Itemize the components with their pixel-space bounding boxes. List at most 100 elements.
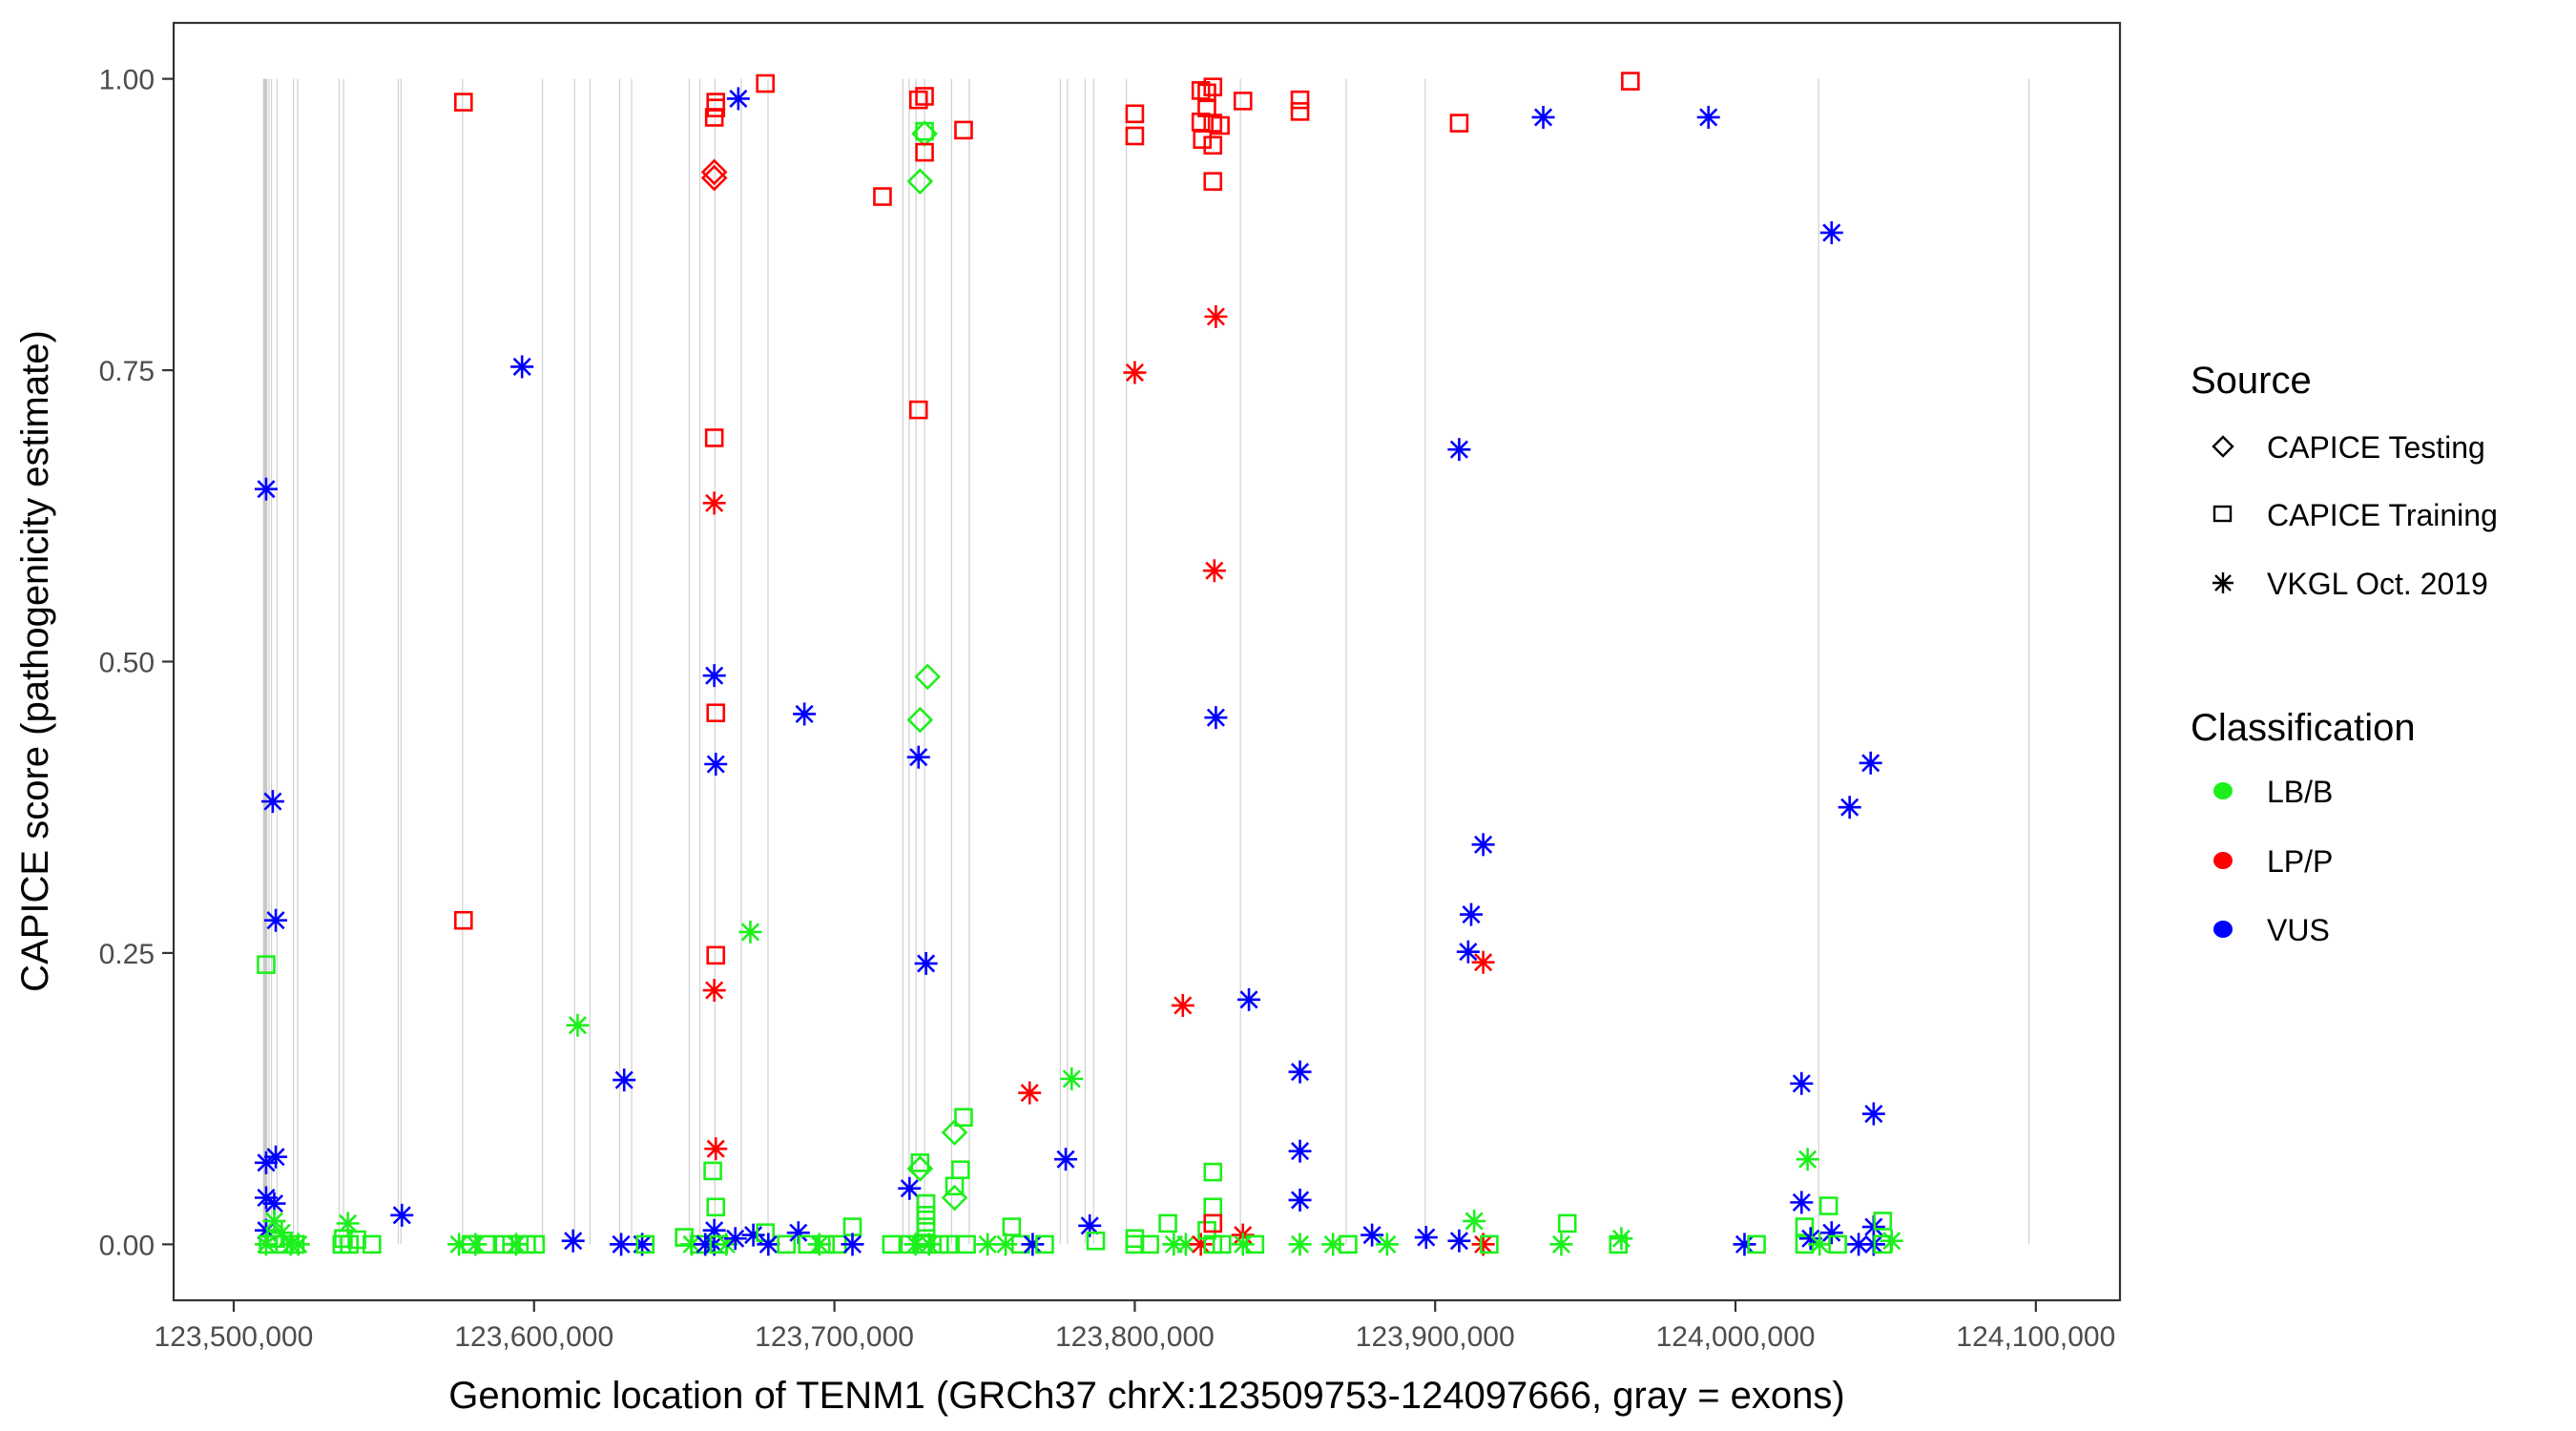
- point-capice-training: [816, 1234, 835, 1255]
- point-capice-training: [1480, 1234, 1499, 1255]
- point-vkgl: [1231, 1233, 1255, 1256]
- legend-title-source: Source: [2191, 360, 2312, 402]
- point-capice-training: [1795, 1217, 1815, 1236]
- point-vkgl: [262, 1209, 286, 1233]
- point-capice-training: [1125, 126, 1145, 146]
- exon-band: [271, 78, 273, 1245]
- point-vkgl: [841, 1233, 864, 1256]
- exon-band: [908, 78, 910, 1245]
- point-capice-training: [706, 703, 726, 723]
- point-vkgl: [1447, 1229, 1471, 1253]
- exon-band: [631, 78, 633, 1245]
- x-tick-label: 123,700,000: [755, 1321, 914, 1353]
- point-capice-training: [777, 1234, 797, 1255]
- point-capice-training: [1086, 1231, 1106, 1251]
- point-capice-training: [1140, 1234, 1159, 1255]
- asterisk-icon: [2212, 572, 2233, 593]
- point-vkgl: [1123, 361, 1147, 384]
- point-capice-training: [526, 1234, 546, 1255]
- x-tick-label: 123,900,000: [1356, 1321, 1515, 1353]
- exon-band: [618, 78, 621, 1245]
- point-vkgl: [704, 1137, 728, 1161]
- point-capice-training: [476, 1234, 496, 1255]
- legend-label: VUS: [2267, 913, 2330, 947]
- exon-band: [950, 78, 952, 1245]
- legend-item-vkgl: VKGL Oct. 2019: [2212, 567, 2488, 601]
- exon-bands: [262, 78, 2030, 1245]
- point-vkgl: [1463, 1209, 1486, 1233]
- exon-band: [1059, 78, 1061, 1245]
- point-vkgl: [726, 87, 750, 111]
- point-vkgl: [1847, 1233, 1871, 1256]
- exon-band: [1067, 78, 1069, 1245]
- point-capice-testing: [941, 1119, 968, 1146]
- point-vkgl: [1361, 1223, 1384, 1247]
- point-capice-training: [1557, 1213, 1577, 1234]
- point-vkgl: [1880, 1229, 1903, 1253]
- point-vkgl: [1819, 220, 1843, 244]
- point-vkgl: [1696, 105, 1720, 129]
- point-capice-training: [1290, 90, 1310, 110]
- exon-band: [1424, 78, 1426, 1245]
- point-vkgl: [1171, 993, 1195, 1017]
- point-vkgl: [1796, 1148, 1819, 1172]
- exon-band: [400, 78, 402, 1245]
- legend-label: CAPICE Training: [2267, 498, 2498, 532]
- point-vkgl: [286, 1233, 310, 1256]
- point-capice-training: [1339, 1234, 1358, 1255]
- point-capice-training: [915, 87, 934, 106]
- exon-band: [262, 78, 268, 1245]
- point-vkgl: [898, 1176, 922, 1200]
- y-axis: 0.00 0.25 0.50 0.75 1.00: [99, 65, 174, 1261]
- point-capice-training: [1828, 1234, 1847, 1255]
- point-capice-testing: [906, 706, 934, 734]
- exon-band: [1239, 78, 1241, 1245]
- exon-band: [268, 78, 270, 1245]
- point-vkgl: [1288, 1139, 1312, 1163]
- point-capice-training: [915, 142, 934, 162]
- point-capice-training: [1002, 1217, 1022, 1236]
- point-capice-training: [1233, 92, 1253, 111]
- point-capice-testing: [906, 168, 934, 195]
- exon-band: [740, 78, 742, 1245]
- exon-band: [343, 78, 344, 1245]
- x-tick-label: 123,500,000: [155, 1321, 314, 1353]
- exon-band: [1125, 78, 1128, 1245]
- legend: Source CAPICE Testing CAPICE Training VK…: [2191, 360, 2498, 947]
- point-capice-training: [703, 1161, 722, 1181]
- exon-band: [292, 78, 295, 1245]
- diamond-icon: [2212, 435, 2234, 458]
- point-vkgl: [702, 979, 726, 1003]
- point-capice-training: [257, 955, 276, 974]
- point-capice-training: [1621, 72, 1640, 91]
- y-tick-label: 0.75: [99, 356, 155, 387]
- point-vkgl: [1375, 1233, 1399, 1256]
- point-vkgl: [1733, 1233, 1756, 1256]
- legend-item-lb-b: LB/B: [2213, 775, 2333, 809]
- point-vkgl: [1288, 1060, 1312, 1084]
- exon-band: [698, 78, 701, 1245]
- point-vkgl: [914, 951, 938, 975]
- exon-band: [462, 78, 464, 1245]
- point-vkgl: [741, 1223, 765, 1247]
- point-vkgl: [390, 1203, 414, 1227]
- square-icon: [2212, 505, 2233, 523]
- point-vkgl: [917, 1233, 941, 1256]
- x-tick-label: 123,800,000: [1055, 1321, 1215, 1353]
- point-vkgl: [1018, 1081, 1042, 1105]
- point-vkgl: [1549, 1233, 1573, 1256]
- point-capice-training: [1211, 115, 1230, 135]
- point-capice-training: [1203, 172, 1223, 191]
- point-capice-training: [706, 1197, 726, 1217]
- x-tick-label: 124,100,000: [1956, 1321, 2115, 1353]
- point-capice-training: [908, 400, 928, 420]
- point-capice-training: [910, 1153, 930, 1172]
- data-points: [254, 72, 1903, 1256]
- point-capice-training: [362, 1234, 382, 1255]
- point-vkgl: [1790, 1191, 1814, 1214]
- point-capice-training: [954, 1108, 973, 1127]
- dot-icon: [2213, 921, 2233, 938]
- point-capice-training: [957, 1234, 976, 1255]
- legend-label: LP/P: [2267, 844, 2333, 879]
- point-vkgl: [254, 477, 278, 501]
